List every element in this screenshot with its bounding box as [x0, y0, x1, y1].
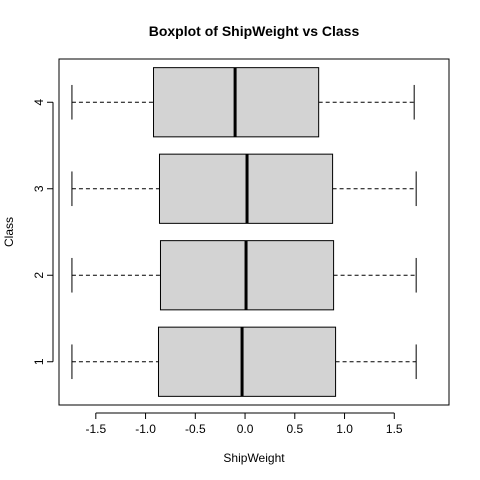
iqr-box — [157, 326, 337, 397]
boxes-group — [71, 67, 417, 397]
plot-frame — [58, 58, 450, 406]
x-tick-label: -0.5 — [185, 422, 206, 436]
x-tick-label: -1.5 — [85, 422, 106, 436]
x-axis: -1.5 -1.0 -0.5 0.0 0.5 1.0 1.5 — [85, 412, 403, 436]
box-class-1 — [71, 326, 417, 397]
y-axis: 1 2 3 4 — [32, 99, 54, 365]
x-tick-label: -1.0 — [135, 422, 156, 436]
box-class-3 — [71, 153, 417, 224]
y-tick-label: 1 — [32, 358, 46, 365]
y-axis-label: Class — [2, 217, 16, 247]
y-tick-label: 2 — [32, 272, 46, 279]
box-class-2 — [71, 240, 417, 311]
y-tick-label: 4 — [32, 99, 46, 106]
chart-title: Boxplot of ShipWeight vs Class — [149, 23, 360, 39]
x-tick-label: 0.5 — [286, 422, 303, 436]
x-tick-label: 1.0 — [336, 422, 353, 436]
y-tick-label: 3 — [32, 185, 46, 192]
box-class-4 — [71, 67, 415, 138]
x-tick-label: 0.0 — [237, 422, 254, 436]
x-axis-label: ShipWeight — [223, 451, 285, 465]
x-tick-label: 1.5 — [386, 422, 403, 436]
